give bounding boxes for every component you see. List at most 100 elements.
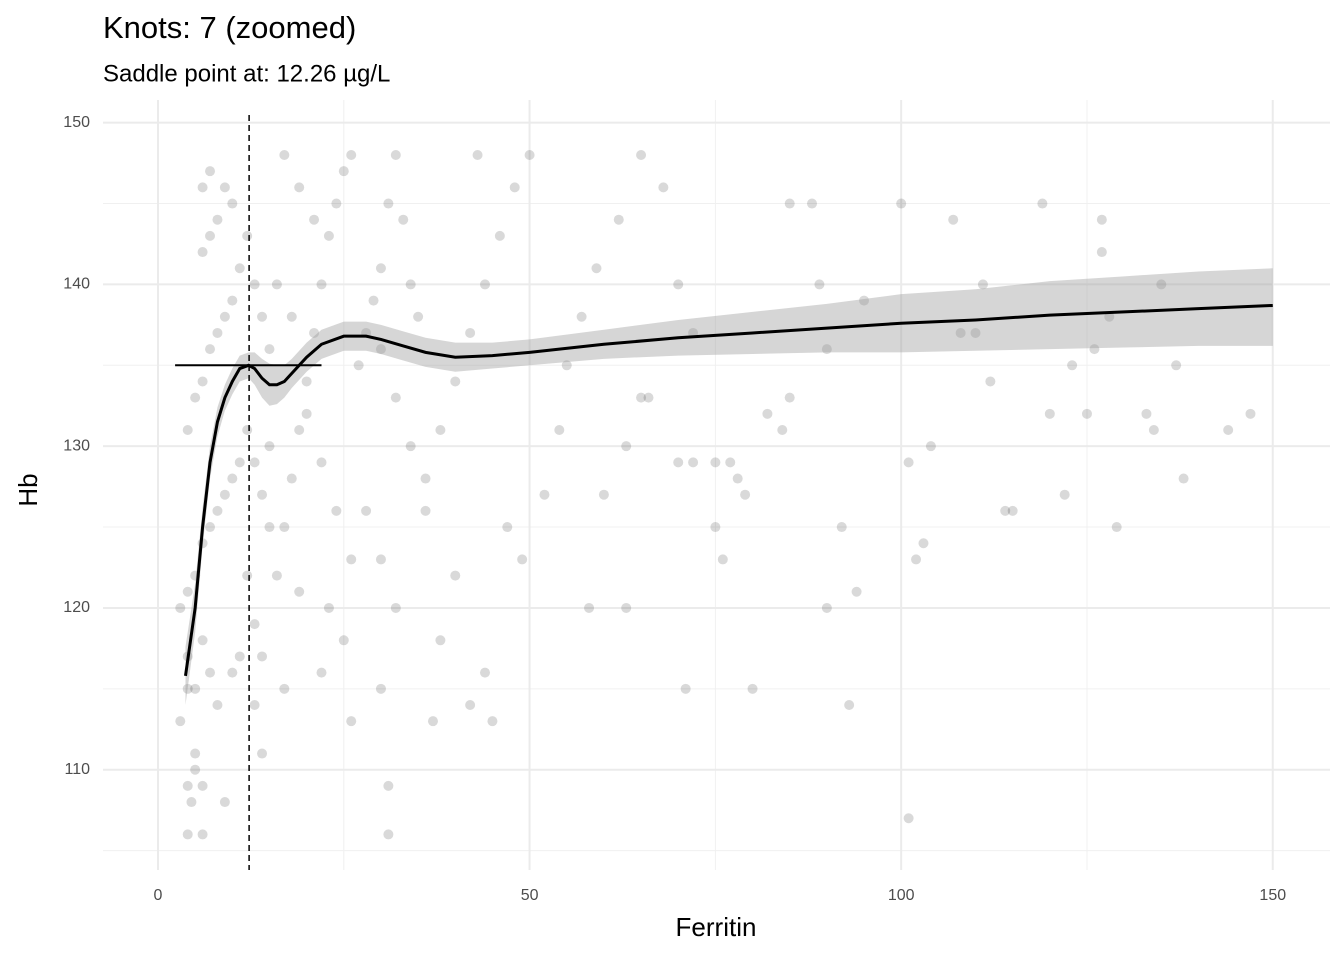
x-tick-label: 50 [521, 887, 539, 904]
point [784, 392, 795, 403]
point [405, 279, 416, 290]
point [346, 554, 357, 565]
point [257, 311, 268, 322]
point [331, 505, 342, 516]
point [279, 522, 290, 533]
point [375, 263, 386, 274]
point [286, 311, 297, 322]
point [777, 425, 788, 435]
point [911, 554, 922, 565]
point [271, 279, 282, 290]
point [390, 150, 401, 160]
point [383, 829, 394, 840]
point [219, 797, 230, 808]
point [316, 667, 327, 678]
point [316, 457, 327, 468]
point [806, 198, 817, 209]
point [710, 457, 721, 468]
point [1089, 344, 1100, 355]
point [673, 279, 684, 290]
y-tick-label: 110 [64, 761, 90, 778]
point [294, 182, 305, 193]
point [234, 457, 245, 468]
point [420, 505, 431, 516]
point [688, 457, 699, 468]
point [591, 263, 602, 274]
point [465, 700, 476, 710]
point [242, 570, 253, 581]
point [784, 198, 795, 209]
point [346, 150, 357, 160]
point [205, 522, 216, 533]
point [182, 586, 193, 597]
point [197, 182, 208, 193]
point [472, 150, 483, 160]
point [383, 780, 394, 791]
point [821, 344, 832, 355]
point [242, 230, 253, 241]
point [227, 295, 238, 306]
point [636, 150, 647, 160]
point [212, 327, 223, 338]
point [249, 279, 260, 290]
point [249, 619, 260, 630]
point [212, 700, 223, 710]
point [257, 748, 268, 759]
point [479, 279, 490, 290]
point [294, 586, 305, 597]
point [859, 295, 870, 306]
point [1081, 408, 1092, 419]
point [375, 554, 386, 565]
point [375, 344, 386, 355]
point [509, 182, 520, 193]
point [1059, 489, 1070, 500]
point [190, 392, 201, 403]
point [1000, 505, 1011, 516]
point [279, 683, 290, 694]
point [413, 311, 424, 322]
x-tick-label: 150 [1259, 887, 1286, 904]
point [918, 538, 929, 549]
y-tick-label: 150 [63, 114, 90, 131]
point [205, 230, 216, 241]
point [821, 602, 832, 613]
point [732, 473, 743, 484]
point [182, 829, 193, 840]
point [405, 441, 416, 452]
point [598, 489, 609, 500]
point [539, 489, 550, 500]
point [279, 150, 290, 160]
point [264, 441, 275, 452]
point [1037, 198, 1048, 209]
point [286, 473, 297, 484]
point [814, 279, 825, 290]
point [219, 182, 230, 193]
point [301, 376, 312, 387]
point [613, 214, 624, 225]
point [257, 651, 268, 662]
point [1148, 425, 1159, 435]
point [435, 635, 446, 646]
point [554, 425, 565, 435]
point [264, 522, 275, 533]
point [234, 263, 245, 274]
point [271, 570, 282, 581]
point [390, 602, 401, 613]
point [190, 748, 201, 759]
point [383, 198, 394, 209]
point [182, 683, 193, 694]
point [1171, 360, 1182, 371]
point [1156, 279, 1167, 290]
point [309, 214, 320, 225]
point [658, 182, 669, 193]
point [227, 667, 238, 678]
point [450, 570, 461, 581]
point [1096, 247, 1107, 258]
point [621, 441, 632, 452]
point [175, 602, 186, 613]
point [1223, 425, 1234, 435]
point [576, 311, 587, 322]
point [212, 214, 223, 225]
point [643, 392, 654, 403]
